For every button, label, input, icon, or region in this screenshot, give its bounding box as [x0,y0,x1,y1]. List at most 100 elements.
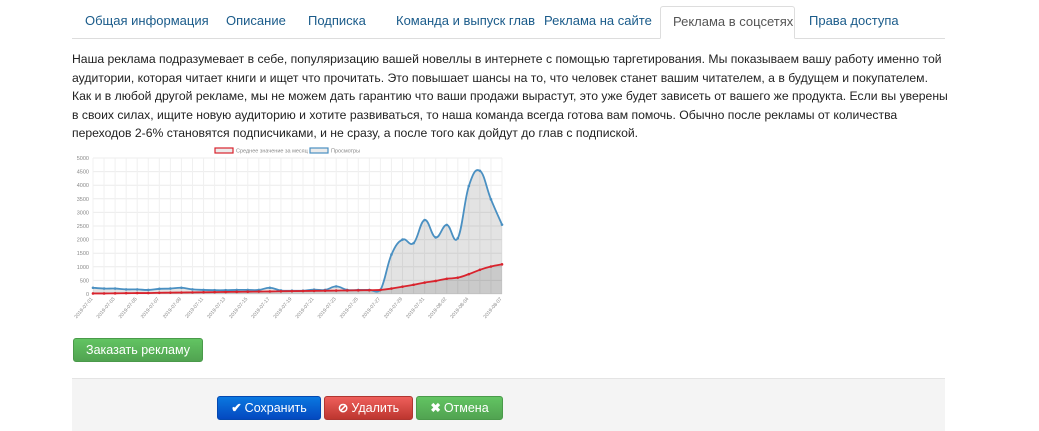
x-tick-label: 2019-07-03 [96,296,117,320]
data-point [312,289,316,293]
data-point [379,288,382,292]
x-tick-label: 2019-07-27 [361,296,382,320]
data-point [246,290,250,293]
legend-swatch [309,147,329,154]
data-point [91,286,95,290]
y-tick-label: 3500 [77,197,89,203]
data-point [390,287,393,290]
y-tick-label: 4500 [77,170,89,176]
data-point [257,290,261,293]
data-point [390,253,393,256]
data-point [279,289,283,293]
data-point [401,238,404,241]
data-point [180,286,183,290]
check-icon: ✔ [231,401,242,415]
y-tick-label: 4000 [77,183,89,189]
data-point [91,292,95,295]
cancel-button[interactable]: ✖ Отмена [416,396,503,420]
data-point [301,289,305,293]
data-point [146,291,150,295]
data-point [323,289,327,293]
x-icon: ✖ [430,401,441,415]
y-tick-label: 1000 [77,265,89,271]
tab-bar: Общая информация Описание Подписка Коман… [72,6,945,39]
y-tick-label: 2500 [77,224,89,230]
data-point [412,241,415,245]
y-tick-label: 2000 [77,238,89,244]
data-point [102,287,106,290]
data-point [158,291,161,295]
data-point [500,263,504,266]
ad-description: Наша реклама подразумевает в себе, попул… [72,52,948,141]
data-point [213,288,216,292]
data-point [202,288,205,292]
y-tick-label: 5000 [77,156,89,162]
tab-social-ads[interactable]: Реклама в соцсетях [660,6,795,39]
x-tick-label: 2019-08-04 [449,296,470,320]
cancel-label: Отмена [443,401,489,415]
data-point [191,288,194,291]
y-tick-label: 0 [86,292,89,298]
y-tick-label: 3000 [77,210,89,216]
tab-site-ads[interactable]: Реклама на сайте [544,13,652,28]
data-point [268,286,272,290]
order-ad-button[interactable]: Заказать рекламу [73,338,203,362]
data-point [169,291,172,294]
x-tick-label: 2019-07-23 [317,296,338,320]
x-tick-label: 2019-07-29 [383,296,404,320]
x-tick-label: 2019-07-11 [184,296,205,319]
data-point [334,285,338,288]
tab-description[interactable]: Описание [226,13,286,28]
x-tick-label: 2019-07-17 [250,296,271,320]
x-tick-label: 2019-07-05 [118,296,139,320]
tab-team-chapters[interactable]: Команда и выпуск глав [396,13,536,28]
data-point [290,289,294,293]
x-tick-label: 2019-07-13 [206,296,227,320]
legend-label: Среднее значение за месяц [236,149,309,155]
delete-label: Удалить [351,401,400,415]
data-point [235,290,239,294]
data-point [135,291,139,295]
data-point [113,287,117,290]
data-point [368,288,371,292]
data-point [224,290,227,294]
data-point [489,198,493,201]
data-point [456,236,460,240]
data-point [202,290,205,294]
y-tick-label: 1500 [77,251,89,257]
data-point [135,288,139,291]
x-tick-label: 2019-07-19 [272,296,293,320]
data-point [456,276,460,279]
x-tick-label: 2019-07-15 [228,296,249,320]
data-point [213,290,216,294]
tab-subscription[interactable]: Подписка [308,13,366,28]
legend-label: Просмотры [331,149,360,155]
tab-general-info[interactable]: Общая информация [85,13,209,28]
x-tick-label: 2019-07-31 [405,296,426,320]
save-label: Сохранить [244,401,307,415]
data-point [445,277,449,281]
data-point [467,184,471,188]
data-point [478,169,482,173]
views-chart: 0 500 1000 1500 2000 2500 3000 3500 4000 4500 5000… [73,147,504,320]
data-point [423,218,426,222]
data-point [434,279,437,283]
data-point [124,291,128,295]
x-tick-label: 2019-07-07 [140,296,161,320]
data-point [102,292,106,295]
data-point [401,285,404,288]
data-point [113,292,117,295]
data-point [445,223,449,227]
data-point [235,288,239,292]
data-point [180,291,183,294]
data-point [423,281,426,284]
data-point [412,283,415,287]
x-tick-label: 2019-07-09 [162,296,183,320]
tab-access-rights[interactable]: Права доступа [809,13,899,28]
delete-button[interactable]: ⊘ Удалить [324,396,413,420]
data-point [158,287,161,291]
x-tick-label: 2019-07-01 [73,296,94,320]
save-button[interactable]: ✔ Сохранить [217,396,321,420]
x-tick-label: 2019-08-07 [482,296,503,320]
data-point [478,268,482,272]
